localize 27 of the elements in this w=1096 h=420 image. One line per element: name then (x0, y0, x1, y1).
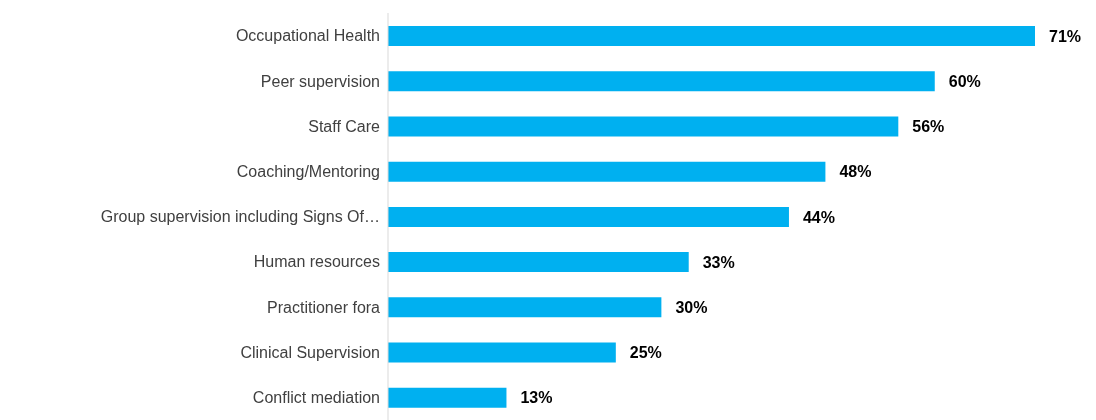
data-label: 60% (948, 72, 981, 90)
bar (388, 116, 899, 137)
data-label: 25% (629, 344, 662, 362)
y-tick-label: Clinical Supervision (240, 343, 380, 361)
bar (388, 252, 689, 273)
y-tick-label: Occupational Health (235, 27, 380, 45)
bar (388, 387, 507, 408)
y-tick-label: Coaching/Mentoring (236, 162, 380, 180)
y-tick-label: Human resources (253, 253, 380, 271)
bar (388, 26, 1035, 46)
y-tick-label: Practitioner fora (267, 298, 381, 316)
y-tick-label: Peer supervision (260, 72, 380, 90)
data-label: 44% (802, 208, 835, 226)
y-tick-label: Group supervision including Signs Of… (100, 208, 380, 226)
y-tick-label: Staff Care (308, 117, 381, 135)
bar (388, 342, 616, 363)
bar (388, 161, 826, 182)
data-label: 48% (839, 163, 872, 181)
y-tick-label: Conflict mediation (252, 389, 380, 407)
bar (388, 71, 935, 92)
data-label: 56% (912, 118, 945, 136)
data-label: 71% (1049, 27, 1082, 45)
data-label: 33% (702, 253, 735, 271)
bar (388, 206, 789, 227)
bar (388, 297, 662, 318)
data-label: 30% (675, 299, 708, 317)
data-label: 13% (520, 389, 553, 407)
